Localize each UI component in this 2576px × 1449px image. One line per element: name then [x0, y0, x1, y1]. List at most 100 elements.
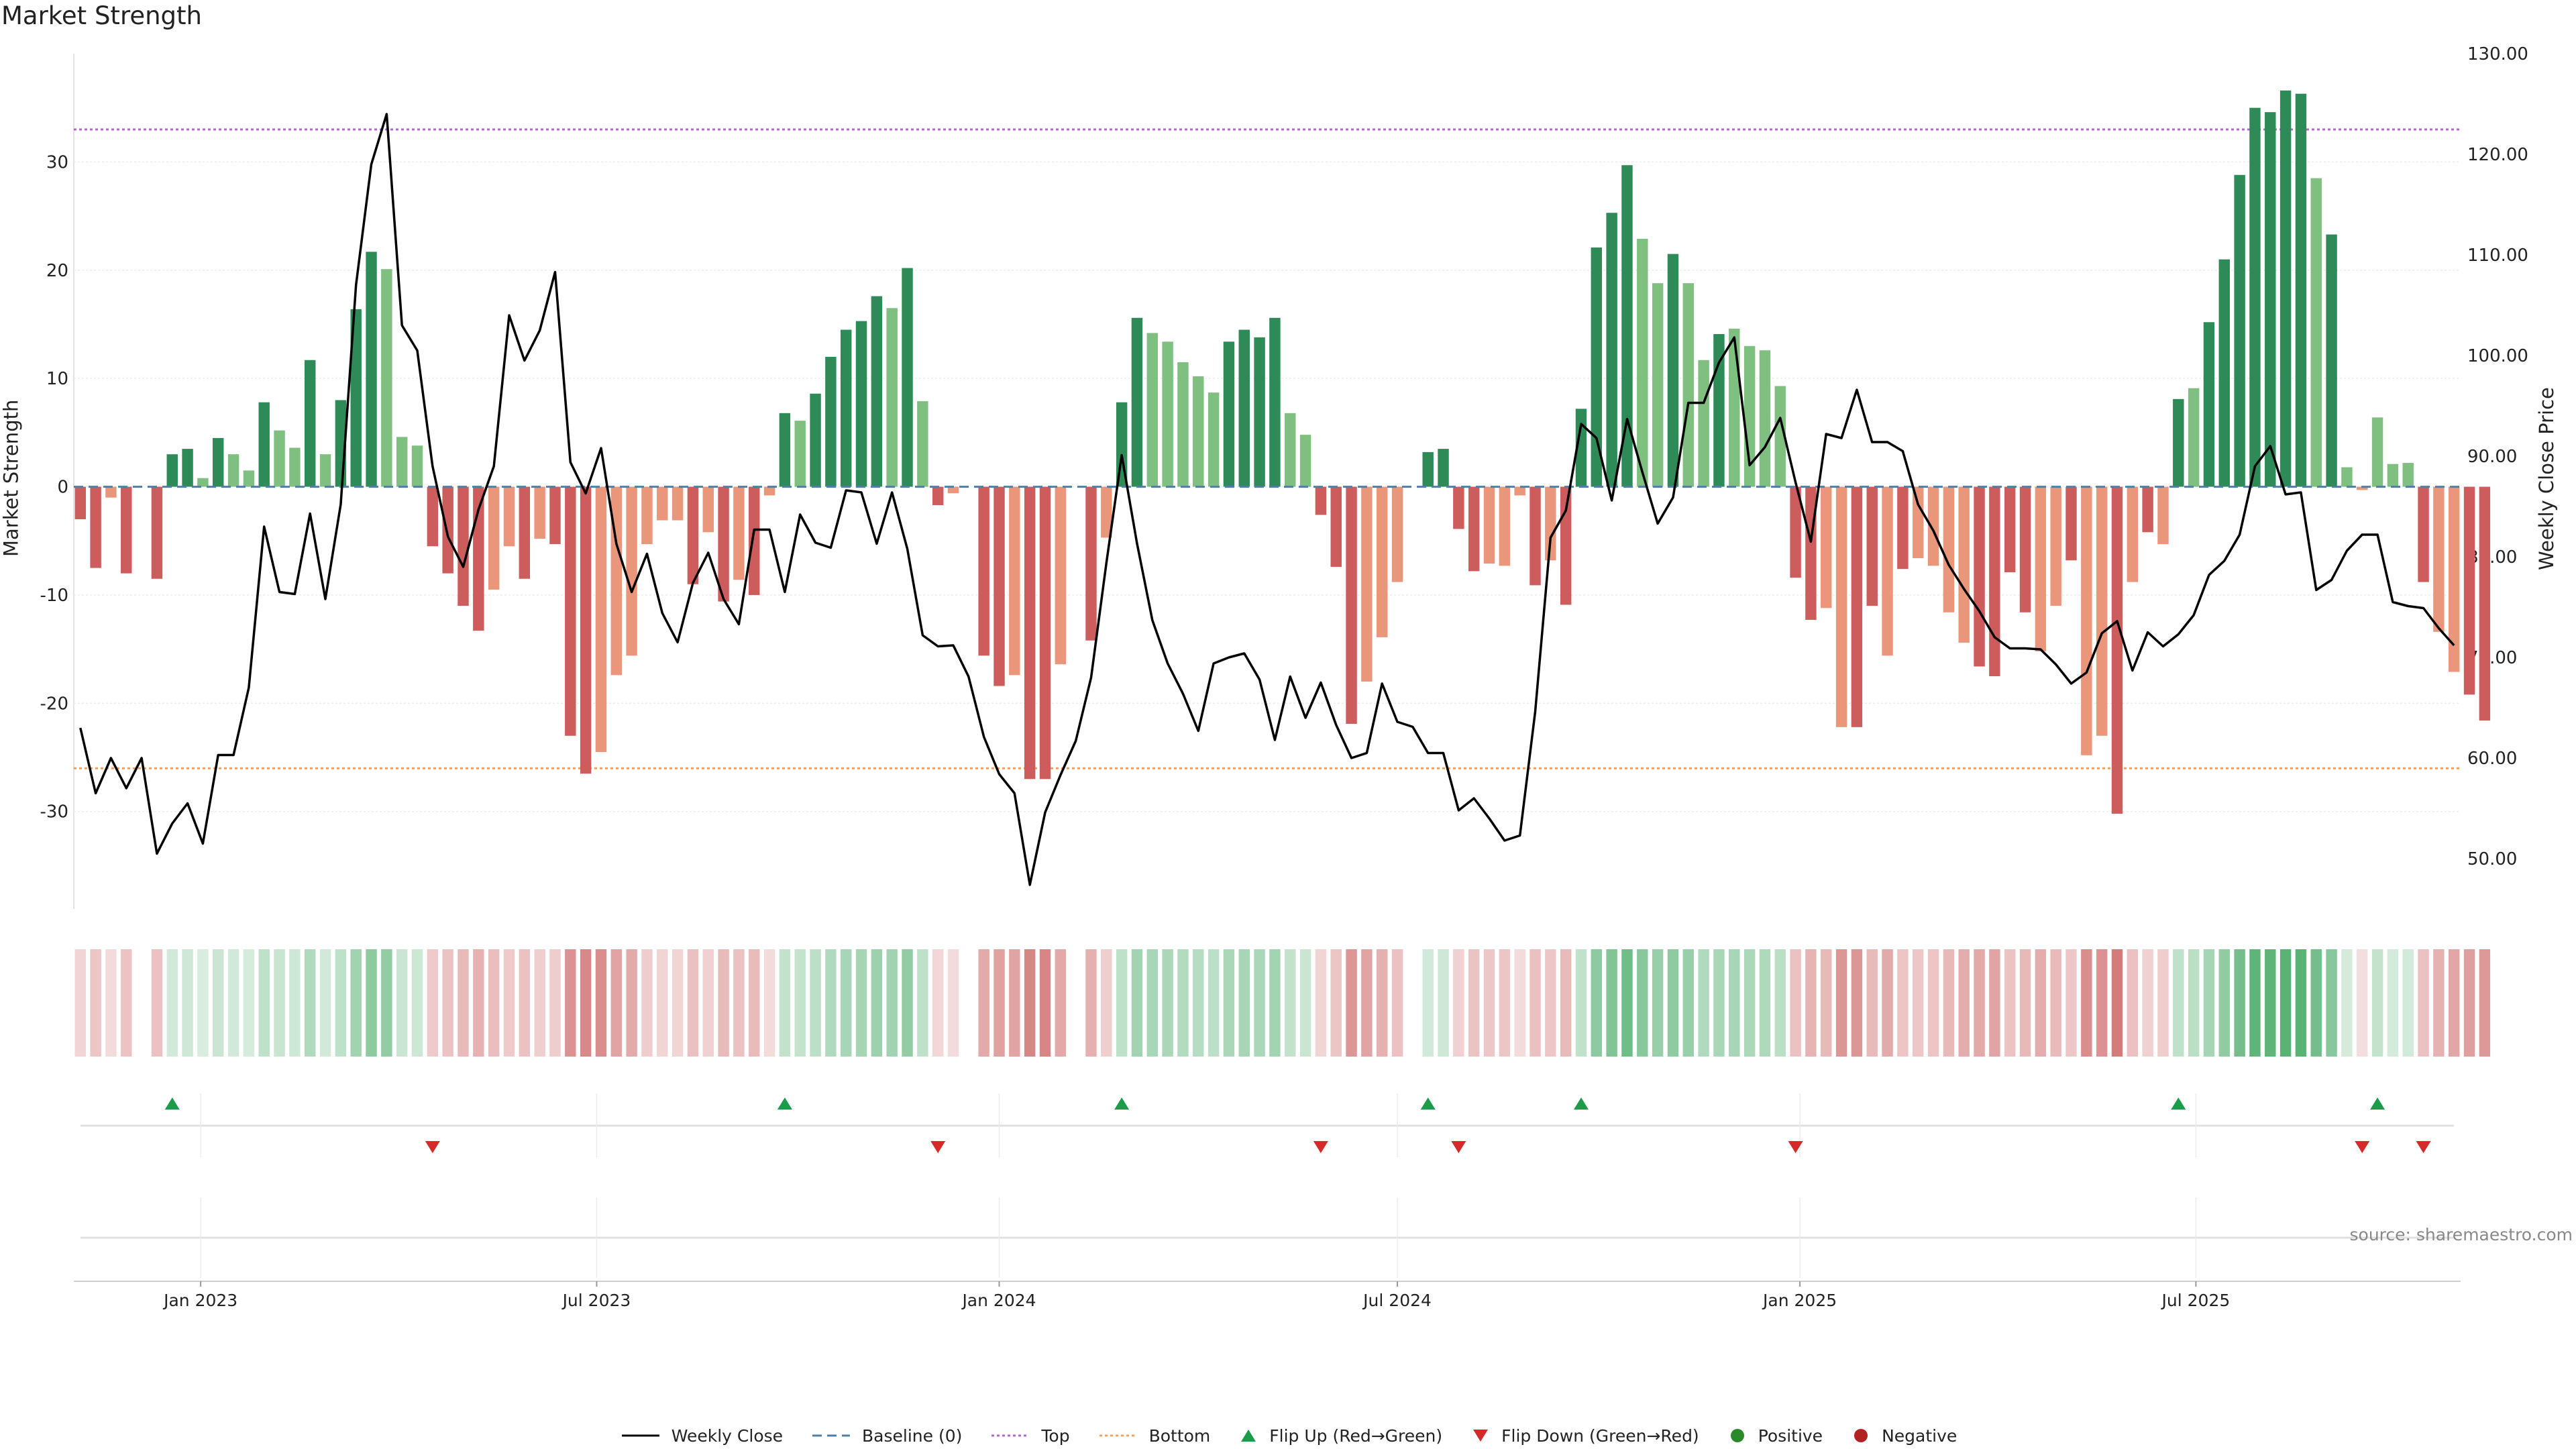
strength-heat-cell [166, 949, 178, 1057]
strength-heat-cell [810, 949, 821, 1057]
strength-bar [90, 486, 101, 568]
strength-bar [1545, 486, 1556, 561]
strength-heat-cell [1208, 949, 1220, 1057]
strength-heat-cell [917, 949, 928, 1057]
strength-heat-cell [1774, 949, 1786, 1057]
strength-heat-cell [1682, 949, 1695, 1057]
strength-bar [2188, 388, 2200, 487]
strength-bar [396, 437, 408, 487]
strength-bar [366, 252, 377, 487]
y-tick-label: 20 [46, 261, 68, 281]
strength-bar [1989, 486, 2000, 677]
strength-bar [1729, 328, 1740, 487]
strength-heat-cell [1591, 949, 1603, 1057]
strength-heat-cell [2203, 949, 2215, 1057]
strength-heat-cell [1805, 949, 1817, 1057]
x-tick-label: Jul 2025 [2161, 1291, 2231, 1310]
strength-heat-cell [335, 949, 347, 1057]
strength-bar [2081, 486, 2092, 755]
strength-heat-cell [1882, 949, 1893, 1057]
strength-heat-cell [2249, 949, 2261, 1057]
strength-bar [2279, 90, 2292, 487]
strength-bar [1269, 317, 1281, 487]
strength-heat-cell [1254, 949, 1265, 1057]
strength-bar [304, 360, 316, 487]
legend-flip-down: Flip Down (Green→Red) [1469, 1426, 1699, 1446]
strength-heat-cell [534, 949, 545, 1057]
strength-heat-cell [1024, 949, 1036, 1057]
strength-heat-cell [687, 949, 699, 1057]
strength-bar [2402, 463, 2414, 487]
strength-heat-cell [1974, 949, 1985, 1057]
strength-bar [641, 486, 653, 545]
strength-bar [2234, 174, 2245, 487]
strength-bar [2157, 486, 2169, 545]
flip-up-marker [2370, 1097, 2385, 1110]
strength-heat-cell [2157, 949, 2169, 1057]
strength-heat-cell [1193, 949, 1204, 1057]
strength-bar [794, 421, 806, 487]
strength-heat-cell [74, 949, 87, 1057]
y2-tick-label: 130.00 [2467, 44, 2528, 64]
strength-bar [779, 413, 791, 487]
strength-bar [151, 486, 163, 579]
strength-heat-cell [2371, 949, 2383, 1057]
strength-heat-cell [2142, 949, 2153, 1057]
strength-heat-cell [1652, 949, 1664, 1057]
strength-heat-cell [2111, 949, 2123, 1057]
strength-heat-cell [151, 949, 163, 1057]
strength-bar [1912, 486, 1924, 559]
dotted-line-swatch-icon [991, 1434, 1030, 1437]
strength-heat-cell [1529, 949, 1541, 1057]
strength-bar [2433, 486, 2445, 632]
strength-heat-cell [1759, 949, 1771, 1057]
strength-heat-cell [932, 949, 944, 1057]
strength-heat-cell [1330, 949, 1342, 1057]
strength-heat-cell [2295, 949, 2307, 1057]
strength-heat-cell [1131, 949, 1143, 1057]
line-swatch-icon [621, 1434, 659, 1437]
strength-heat-cell [641, 949, 653, 1057]
strength-bar [1146, 333, 1159, 487]
strength-bar [2357, 486, 2368, 490]
strength-bar [2371, 417, 2383, 487]
strength-bar [227, 454, 239, 487]
source-note: source: sharemaestro.com [2349, 1225, 2573, 1244]
strength-bar [442, 486, 453, 574]
strength-bar [1529, 486, 1541, 586]
strength-bar [1468, 486, 1480, 572]
strength-heat-cell [1039, 949, 1051, 1057]
strength-heat-cell [1743, 949, 1756, 1057]
strength-bar [2203, 322, 2215, 487]
strength-bar [2127, 486, 2139, 582]
strength-heat-cell [1223, 949, 1235, 1057]
strength-bar [1652, 283, 1664, 487]
price-line-layer [79, 113, 2455, 886]
legend-label: Weekly Close [671, 1426, 784, 1446]
y-tick-label: -30 [40, 802, 68, 822]
strength-heat-cell [2418, 949, 2429, 1057]
strength-bar [902, 268, 913, 487]
strength-heat-cell [1146, 949, 1159, 1057]
weekly-close-line [79, 113, 2455, 886]
strength-heat-cell [1361, 949, 1373, 1057]
strength-bar [1667, 254, 1679, 487]
strength-heat-cell [2479, 949, 2491, 1057]
strength-bar [1637, 238, 1648, 487]
y2-tick-label: 70.00 [2467, 648, 2517, 668]
y2-tick-label: 80.00 [2467, 547, 2517, 568]
strength-bar [427, 486, 439, 547]
strength-bar [2050, 486, 2061, 606]
strength-bar [1085, 486, 1097, 641]
strength-heat-cell [274, 949, 285, 1057]
strength-bar [1575, 409, 1587, 487]
strength-bar [1591, 247, 1603, 487]
legend-label: Positive [1758, 1426, 1823, 1446]
strength-bar [534, 486, 545, 539]
strength-heat-cell [702, 949, 714, 1057]
strength-heat-cell [213, 949, 224, 1057]
strength-bar [840, 329, 852, 487]
strength-heat-cell [2448, 949, 2460, 1057]
strength-heat-cell [2387, 949, 2399, 1057]
